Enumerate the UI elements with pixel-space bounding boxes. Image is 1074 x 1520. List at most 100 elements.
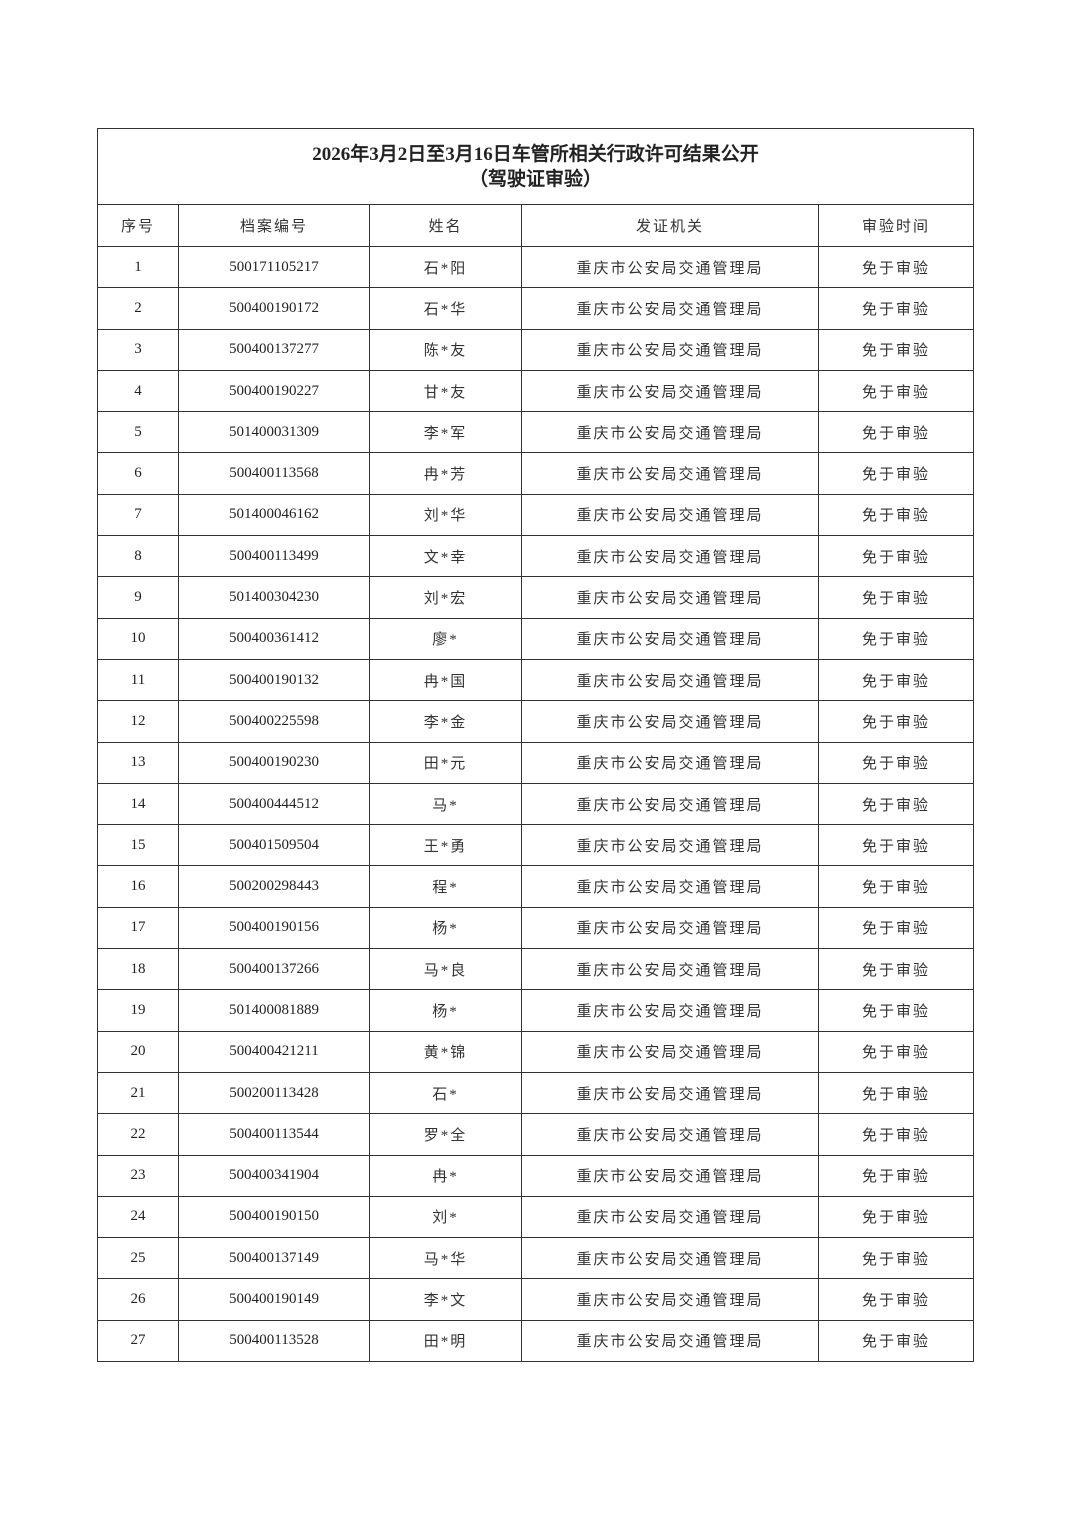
cell-index: 4 (97, 369, 179, 413)
cell-archive-number: 500400190149 (178, 1278, 370, 1321)
cell-name: 马*良 (369, 948, 522, 991)
cell-archive-number: 500400190227 (178, 369, 370, 413)
cell-name: 王*勇 (369, 824, 522, 867)
cell-index: 21 (97, 1071, 179, 1115)
cell-index: 7 (97, 493, 179, 537)
cell-archive-number: 500400190132 (178, 658, 370, 702)
cell-name: 冉*芳 (369, 452, 522, 495)
cell-name: 陈*友 (369, 328, 522, 371)
cell-name: 冉*国 (369, 658, 522, 702)
cell-issuing-authority: 重庆市公安局交通管理局 (521, 1237, 819, 1280)
cell-name: 马* (369, 782, 522, 826)
cell-issuing-authority: 重庆市公安局交通管理局 (521, 493, 819, 537)
cell-issuing-authority: 重庆市公安局交通管理局 (521, 1278, 819, 1321)
table-row: 12 500400225598 李*金 重庆市公安局交通管理局 免于审验 (97, 700, 975, 743)
cell-archive-number: 500401509504 (178, 824, 370, 867)
cell-index: 12 (97, 700, 179, 743)
column-header-archive-number: 档案编号 (178, 204, 370, 247)
table-row: 20 500400421211 黄*锦 重庆市公安局交通管理局 免于审验 (97, 1030, 975, 1073)
cell-name: 石*阳 (369, 245, 522, 289)
cell-issuing-authority: 重庆市公安局交通管理局 (521, 782, 819, 826)
cell-review-time: 免于审验 (817, 1071, 975, 1115)
cell-name: 文*幸 (369, 535, 522, 578)
table-row: 22 500400113544 罗*全 重庆市公安局交通管理局 免于审验 (97, 1113, 975, 1156)
cell-review-time: 免于审验 (817, 617, 975, 660)
cell-index: 27 (97, 1319, 179, 1363)
cell-issuing-authority: 重庆市公安局交通管理局 (521, 576, 819, 619)
table-row: 9 501400304230 刘*宏 重庆市公安局交通管理局 免于审验 (97, 576, 975, 619)
cell-name: 马*华 (369, 1237, 522, 1280)
table-row: 8 500400113499 文*幸 重庆市公安局交通管理局 免于审验 (97, 535, 975, 578)
cell-archive-number: 500400113544 (178, 1113, 370, 1156)
table-row: 11 500400190132 冉*国 重庆市公安局交通管理局 免于审验 (97, 658, 975, 702)
cell-index: 25 (97, 1237, 179, 1280)
cell-archive-number: 500400113499 (178, 535, 370, 578)
cell-archive-number: 500200298443 (178, 865, 370, 908)
document-title: 2026年3月2日至3月16日车管所相关行政许可结果公开 (312, 143, 759, 165)
cell-issuing-authority: 重庆市公安局交通管理局 (521, 287, 819, 330)
table-row: 19 501400081889 杨* 重庆市公安局交通管理局 免于审验 (97, 989, 975, 1032)
table-row: 17 500400190156 杨* 重庆市公安局交通管理局 免于审验 (97, 906, 975, 950)
cell-issuing-authority: 重庆市公安局交通管理局 (521, 1319, 819, 1363)
cell-index: 18 (97, 948, 179, 991)
cell-archive-number: 501400046162 (178, 493, 370, 537)
cell-review-time: 免于审验 (817, 411, 975, 454)
cell-review-time: 免于审验 (817, 865, 975, 908)
cell-index: 24 (97, 1195, 179, 1239)
cell-name: 石*华 (369, 287, 522, 330)
cell-archive-number: 500400421211 (178, 1030, 370, 1073)
table-row: 5 501400031309 李*军 重庆市公安局交通管理局 免于审验 (97, 411, 975, 454)
cell-issuing-authority: 重庆市公安局交通管理局 (521, 535, 819, 578)
table-row: 10 500400361412 廖* 重庆市公安局交通管理局 免于审验 (97, 617, 975, 660)
cell-issuing-authority: 重庆市公安局交通管理局 (521, 906, 819, 950)
cell-review-time: 免于审验 (817, 1237, 975, 1280)
cell-index: 20 (97, 1030, 179, 1073)
table-row: 1 500171105217 石*阳 重庆市公安局交通管理局 免于审验 (97, 245, 975, 289)
cell-review-time: 免于审验 (817, 1278, 975, 1321)
cell-index: 8 (97, 535, 179, 578)
cell-name: 程* (369, 865, 522, 908)
cell-issuing-authority: 重庆市公安局交通管理局 (521, 989, 819, 1032)
cell-archive-number: 501400031309 (178, 411, 370, 454)
header-row: 序号 档案编号 姓名 发证机关 审验时间 (97, 204, 975, 247)
table-row: 18 500400137266 马*良 重庆市公安局交通管理局 免于审验 (97, 948, 975, 991)
results-table: 2026年3月2日至3月16日车管所相关行政许可结果公开 （驾驶证审验） 序号 … (96, 128, 975, 1363)
table-row: 7 501400046162 刘*华 重庆市公安局交通管理局 免于审验 (97, 493, 975, 537)
cell-archive-number: 500400113568 (178, 452, 370, 495)
cell-index: 13 (97, 741, 179, 784)
cell-index: 22 (97, 1113, 179, 1156)
cell-index: 3 (97, 328, 179, 371)
cell-issuing-authority: 重庆市公安局交通管理局 (521, 865, 819, 908)
cell-archive-number: 500400341904 (178, 1154, 370, 1197)
cell-review-time: 免于审验 (817, 452, 975, 495)
table-row: 23 500400341904 冉* 重庆市公安局交通管理局 免于审验 (97, 1154, 975, 1197)
document-subtitle: （驾驶证审验） (469, 168, 603, 190)
cell-index: 9 (97, 576, 179, 619)
cell-issuing-authority: 重庆市公安局交通管理局 (521, 369, 819, 413)
cell-name: 刘*宏 (369, 576, 522, 619)
cell-index: 2 (97, 287, 179, 330)
cell-review-time: 免于审验 (817, 1154, 975, 1197)
cell-issuing-authority: 重庆市公安局交通管理局 (521, 1071, 819, 1115)
cell-index: 6 (97, 452, 179, 495)
cell-index: 10 (97, 617, 179, 660)
title-row: 2026年3月2日至3月16日车管所相关行政许可结果公开 （驾驶证审验） (96, 128, 975, 205)
cell-archive-number: 500171105217 (178, 245, 370, 289)
cell-index: 11 (97, 658, 179, 702)
cell-review-time: 免于审验 (817, 1195, 975, 1239)
cell-review-time: 免于审验 (817, 741, 975, 784)
cell-review-time: 免于审验 (817, 1113, 975, 1156)
table-row: 4 500400190227 甘*友 重庆市公安局交通管理局 免于审验 (97, 369, 975, 413)
cell-review-time: 免于审验 (817, 245, 975, 289)
table-row: 21 500200113428 石* 重庆市公安局交通管理局 免于审验 (97, 1071, 975, 1115)
cell-issuing-authority: 重庆市公安局交通管理局 (521, 658, 819, 702)
cell-archive-number: 500400190150 (178, 1195, 370, 1239)
table-row: 26 500400190149 李*文 重庆市公安局交通管理局 免于审验 (97, 1278, 975, 1321)
cell-issuing-authority: 重庆市公安局交通管理局 (521, 245, 819, 289)
cell-name: 李*文 (369, 1278, 522, 1321)
cell-index: 14 (97, 782, 179, 826)
table-title-cell: 2026年3月2日至3月16日车管所相关行政许可结果公开 （驾驶证审验） (96, 128, 975, 205)
cell-review-time: 免于审验 (817, 1030, 975, 1073)
cell-index: 16 (97, 865, 179, 908)
column-header-index: 序号 (97, 204, 179, 247)
